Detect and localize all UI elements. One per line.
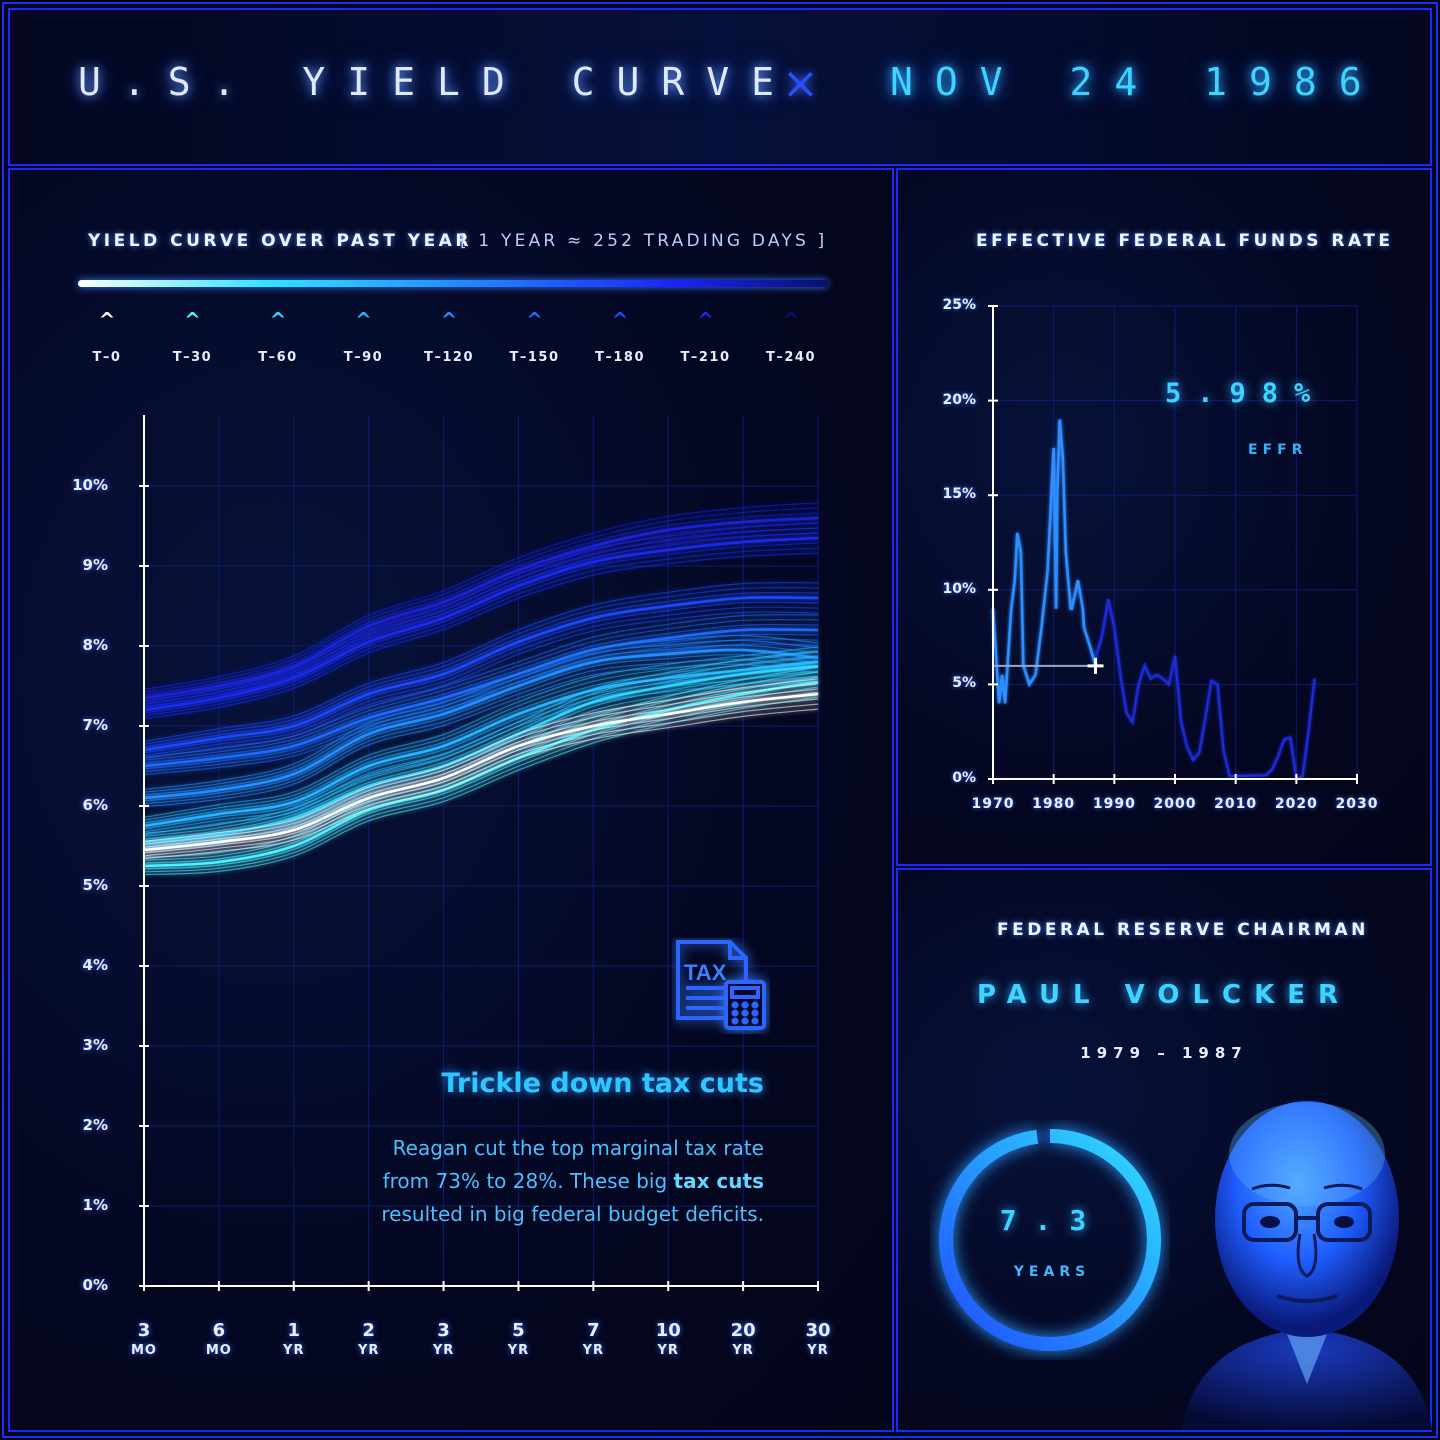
legend-label: T–150 [509, 350, 560, 365]
chevron-up-icon: ^ [98, 308, 116, 332]
legend-item: ^ T–90 [334, 310, 394, 365]
chevron-up-icon: ^ [697, 308, 714, 332]
legend-label: T–210 [680, 350, 731, 365]
legend-label: T–90 [343, 350, 384, 365]
y-tick-label: 0% [952, 770, 976, 786]
y-tick-label: 7% [82, 716, 108, 734]
tenure-unit: YEARS [1013, 1264, 1091, 1280]
yield-chart-title: YIELD CURVE OVER PAST YEAR [88, 231, 472, 251]
page-title: U.S. YIELD CURVE [78, 60, 797, 104]
legend-gradient-bar [78, 280, 828, 287]
y-tick-label: 20% [942, 391, 976, 408]
x-tick-label: 20 YR [730, 1320, 756, 1358]
y-tick-label: 10% [942, 580, 976, 597]
chevron-up-icon: ^ [526, 308, 543, 332]
chevron-up-icon: ^ [782, 308, 800, 332]
chevron-up-icon: ^ [355, 308, 372, 332]
y-tick-label: 0% [82, 1276, 108, 1294]
y-tick-label: 25% [942, 297, 976, 313]
annotation-title: Trickle down tax cuts [441, 1068, 764, 1099]
y-tick-label: 10% [72, 476, 108, 494]
y-tick-label: 1% [82, 1196, 108, 1214]
x-tick-label: 1 YR [283, 1320, 305, 1358]
legend-item: ^ T–30 [163, 310, 223, 365]
tenure-ring [939, 1129, 1161, 1351]
legend-item: ^ T–0 [77, 310, 137, 365]
x-tick-label: 2020 [1274, 796, 1318, 812]
x-tick-label: 2030 [1335, 796, 1379, 812]
effr-title: EFFECTIVE FEDERAL FUNDS RATE [976, 231, 1394, 251]
effr-value: 5.98% [1165, 378, 1327, 409]
chevron-up-icon: ^ [440, 308, 458, 332]
effr-panel [896, 168, 1432, 866]
x-tick-label: 7 YR [582, 1320, 605, 1358]
x-tick-label: 1980 [1032, 796, 1076, 812]
chevron-up-icon: ^ [269, 308, 287, 332]
tax-document-calculator-icon: TAX [672, 938, 770, 1034]
chairman-name: PAUL VOLCKER [976, 980, 1352, 1010]
chairman-portrait [1182, 1101, 1432, 1430]
chairman-title: FEDERAL RESERVE CHAIRMAN [997, 920, 1369, 940]
annotation-body: Reagan cut the top marginal tax rate fro… [381, 1136, 764, 1226]
chevron-up-icon: ^ [611, 308, 629, 332]
title-separator: × [782, 58, 819, 109]
x-tick-label: 2010 [1214, 796, 1258, 812]
x-tick-label: 10 YR [655, 1320, 681, 1358]
chevron-up-icon: ^ [184, 308, 201, 332]
y-tick-label: 2% [82, 1116, 108, 1134]
y-tick-label: 15% [942, 486, 976, 503]
chairman-term: 1979 – 1987 [1080, 1044, 1248, 1062]
header-panel [8, 8, 1432, 166]
legend-label: T–240 [765, 350, 816, 365]
legend-label: T–60 [258, 350, 298, 365]
legend-item: ^ T–120 [419, 310, 479, 365]
legend-label: T–30 [172, 350, 213, 365]
y-tick-label: 4% [82, 956, 108, 974]
y-tick-label: 6% [82, 796, 108, 814]
x-tick-label: 3 YR [432, 1320, 455, 1358]
title-date: NOV 24 1986 [890, 60, 1384, 104]
yield-chart-subtitle: [ 1 YEAR ≈ 252 TRADING DAYS ] [460, 231, 828, 251]
legend-item: ^ T–180 [590, 310, 650, 365]
legend-label: T–0 [92, 350, 122, 365]
x-tick-label: 3 MO [131, 1320, 157, 1358]
tax-icon-text: TAX [684, 960, 727, 985]
x-tick-label: 30 YR [805, 1320, 831, 1358]
y-tick-label: 8% [82, 636, 108, 654]
legend-item: ^ T–210 [676, 310, 736, 365]
y-tick-label: 9% [82, 556, 108, 574]
legend-label: T–180 [594, 350, 645, 365]
effr-value-label: EFFR [1248, 442, 1308, 458]
legend-item: ^ T–240 [761, 310, 821, 365]
legend-item: ^ T–150 [505, 310, 565, 365]
x-tick-label: 5 YR [507, 1320, 530, 1358]
y-tick-label: 5% [952, 675, 976, 692]
legend-label: T–120 [423, 350, 474, 365]
x-tick-label: 2 YR [357, 1320, 380, 1358]
x-tick-label: 1990 [1092, 796, 1136, 812]
x-tick-label: 2000 [1153, 796, 1197, 812]
x-tick-label: 6 MO [205, 1320, 232, 1358]
legend-item: ^ T–60 [248, 310, 308, 365]
tenure-value: 7.3 [999, 1204, 1105, 1237]
y-tick-label: 3% [82, 1036, 108, 1054]
x-tick-label: 1970 [971, 796, 1015, 812]
y-tick-label: 5% [82, 876, 108, 894]
